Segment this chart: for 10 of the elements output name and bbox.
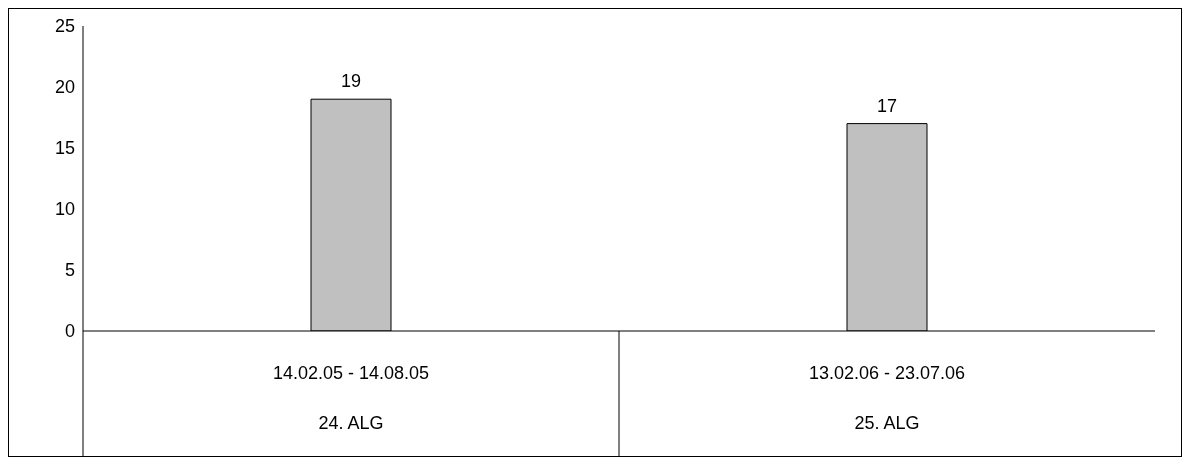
category-label: 13.02.06 - 23.07.06 25. ALG	[808, 363, 966, 433]
y-tick-label: 0	[64, 321, 75, 342]
y-tick-label: 25	[54, 16, 75, 37]
category-label: 14.02.05 - 14.08.05 24. ALG	[272, 363, 430, 433]
data-label: 19	[340, 71, 362, 92]
y-tick-label: 10	[54, 199, 75, 220]
data-label: 17	[876, 95, 898, 116]
y-tick-label: 15	[54, 138, 75, 159]
y-tick-label: 20	[54, 77, 75, 98]
y-tick-label: 5	[64, 260, 75, 281]
